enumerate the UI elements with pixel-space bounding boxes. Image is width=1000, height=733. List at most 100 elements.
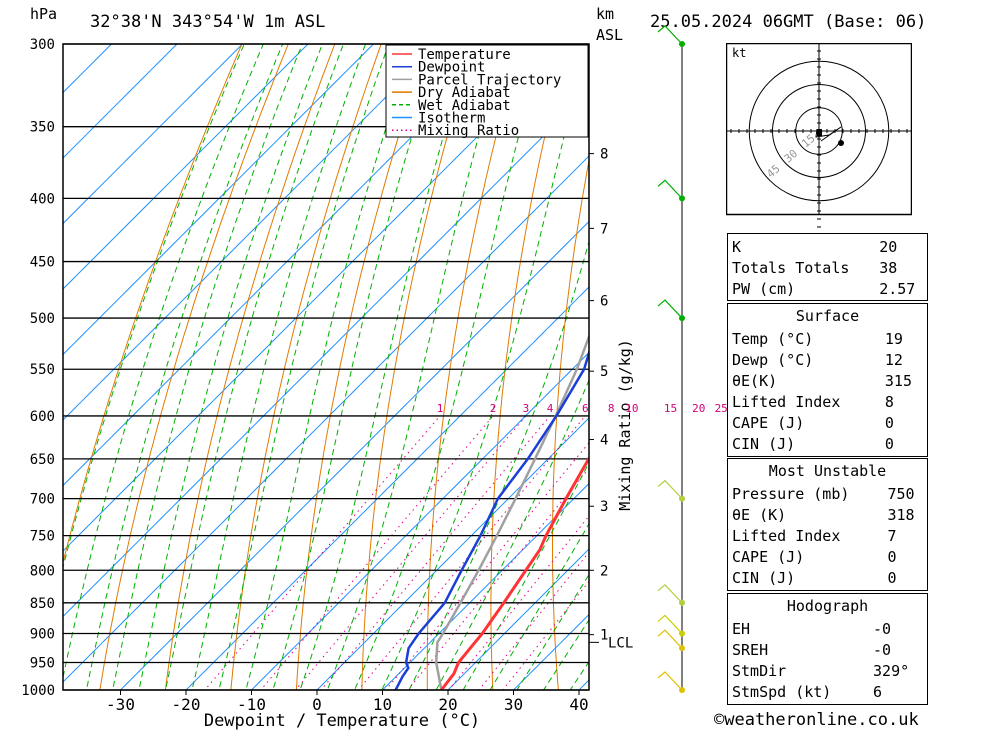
- mixing-ratio-line: [448, 515, 589, 690]
- temp-tick-label: 20: [438, 695, 457, 714]
- isotherm-line: [63, 44, 440, 421]
- mixing-ratio-line: [357, 415, 586, 690]
- legend-label: Mixing Ratio: [418, 123, 519, 139]
- surface-title: Surface: [795, 307, 860, 325]
- dry-adiabat-lines: [63, 7, 1000, 716]
- hodograph-trace: [815, 126, 842, 142]
- table-row: CIN (J) 0: [728, 567, 927, 588]
- isotherm-line: [119, 220, 589, 690]
- hodo-label: StmDir: [732, 661, 787, 680]
- wind-barb: [657, 179, 683, 199]
- wet-adiabat-line: [516, 573, 589, 690]
- table-row: Pressure (mb) 750: [728, 483, 927, 504]
- surface-label: Dewp (°C): [732, 350, 814, 369]
- isotherm-line: [250, 351, 589, 690]
- wind-barb: [657, 583, 683, 604]
- table-row: StmDir 329°: [728, 660, 927, 681]
- temp-tick-label: -30: [106, 695, 135, 714]
- km-tick-label: 1: [600, 628, 608, 644]
- temp-tick-label: 30: [504, 695, 523, 714]
- km-tick-label: 7: [600, 221, 608, 237]
- temp-tick-label: 0: [312, 695, 322, 714]
- hodograph-table-title: Hodograph: [786, 597, 869, 615]
- table-row: Totals Totals 38: [728, 257, 927, 278]
- wet-adiabat-line: [354, 44, 544, 690]
- legend-label: Isotherm: [418, 111, 485, 127]
- table-row: Temp (°C) 19: [728, 328, 927, 349]
- mixing-ratio-labels: 1 2 3 4 6 8 10 15 20 25: [437, 402, 728, 415]
- isotherm-line: [63, 44, 571, 552]
- mixing-ratio-line: [407, 467, 589, 690]
- parcel-trajectory-line: [434, 333, 589, 690]
- hodograph-table: EH -0 SREH -0 StmDir 329° StmSpd (kt) 6: [728, 618, 927, 702]
- km-tick-label: 2: [600, 563, 608, 579]
- wet-adiabat-line: [112, 44, 303, 690]
- index-value: 38: [879, 258, 898, 277]
- isotherm-line: [63, 89, 589, 618]
- legend-label: Wet Adiabat: [418, 98, 511, 114]
- legend-label: Dewpoint: [418, 60, 485, 76]
- dry-adiabat-line: [295, 44, 429, 690]
- mu-value: 0: [887, 547, 897, 566]
- table-row: SREH -0: [728, 639, 927, 660]
- mixing-ratio-line: [478, 551, 589, 690]
- mu-label: θE (K): [732, 505, 787, 524]
- mixing-ratio-label: 2: [490, 402, 497, 415]
- temp-tick-label: -20: [172, 695, 201, 714]
- dry-adiabat-line: [99, 44, 289, 690]
- most-unstable-title: Most Unstable: [768, 462, 887, 480]
- wet-adiabat-lines: [63, 44, 589, 690]
- mixing-ratio-label: 25: [715, 402, 728, 415]
- wet-adiabat-line: [299, 44, 472, 690]
- mu-label: CIN (J): [732, 568, 796, 587]
- pressure-tick-label: 650: [30, 452, 55, 468]
- wet-adiabat-line: [63, 44, 264, 680]
- pressure-tick-label: 400: [30, 191, 55, 207]
- surface-label: CAPE (J): [732, 413, 805, 432]
- index-value: 20: [879, 237, 898, 256]
- wet-adiabat-line: [326, 44, 506, 690]
- table-row: EH -0: [728, 618, 927, 639]
- mixing-ratio-label: 4: [547, 402, 554, 415]
- dry-adiabat-line: [230, 44, 382, 690]
- lcl-label: LCL: [608, 635, 633, 651]
- storm-motion-dot: [838, 140, 844, 146]
- hpa-unit-label: hPa: [30, 5, 58, 23]
- table-row: θE (K) 318: [728, 504, 927, 525]
- dry-adiabat-line: [552, 157, 589, 690]
- wet-adiabat-line: [435, 378, 589, 690]
- mixing-ratio-line: [320, 415, 551, 690]
- wet-adiabat-line: [138, 44, 324, 690]
- dry-adiabat-line: [935, 7, 1000, 716]
- isotherm-line: [381, 482, 589, 690]
- pressure-tick-label: 950: [30, 655, 55, 671]
- surface-value: 0: [884, 413, 894, 432]
- surface-value: 8: [884, 392, 894, 411]
- wet-adiabat-line: [272, 44, 442, 690]
- pressure-tick-label: 550: [30, 362, 55, 378]
- plot-frame: [62, 43, 590, 691]
- km-tick-label: 6: [600, 294, 608, 310]
- hodograph-unit-label: kt: [732, 46, 746, 60]
- table-row: PW (cm) 2.57: [728, 278, 927, 299]
- mu-value: 318: [887, 505, 915, 524]
- pressure-tick-label: 500: [30, 311, 55, 327]
- dry-adiabat-line: [63, 44, 243, 565]
- pressure-tick-label: 1000: [21, 683, 55, 699]
- y-axis-right-label: Mixing Ratio (g/kg): [616, 339, 634, 511]
- location-title: 32°38'N 343°54'W 1m ASL: [90, 12, 326, 32]
- wind-barb: [657, 629, 683, 649]
- mixing-ratio-label: 15: [664, 402, 677, 415]
- index-label: Totals Totals: [732, 258, 850, 277]
- km-tick-label: 4: [600, 433, 608, 449]
- wet-adiabat-line: [489, 522, 589, 690]
- legend-label: Parcel Trajectory: [418, 72, 561, 88]
- wet-adiabat-line: [218, 44, 390, 690]
- pressure-tick-label: 700: [30, 492, 55, 508]
- isotherm-line: [512, 613, 589, 690]
- mixing-ratio-label: 6: [582, 402, 589, 415]
- surface-value: 12: [884, 350, 903, 369]
- wet-adiabat-line: [408, 239, 589, 690]
